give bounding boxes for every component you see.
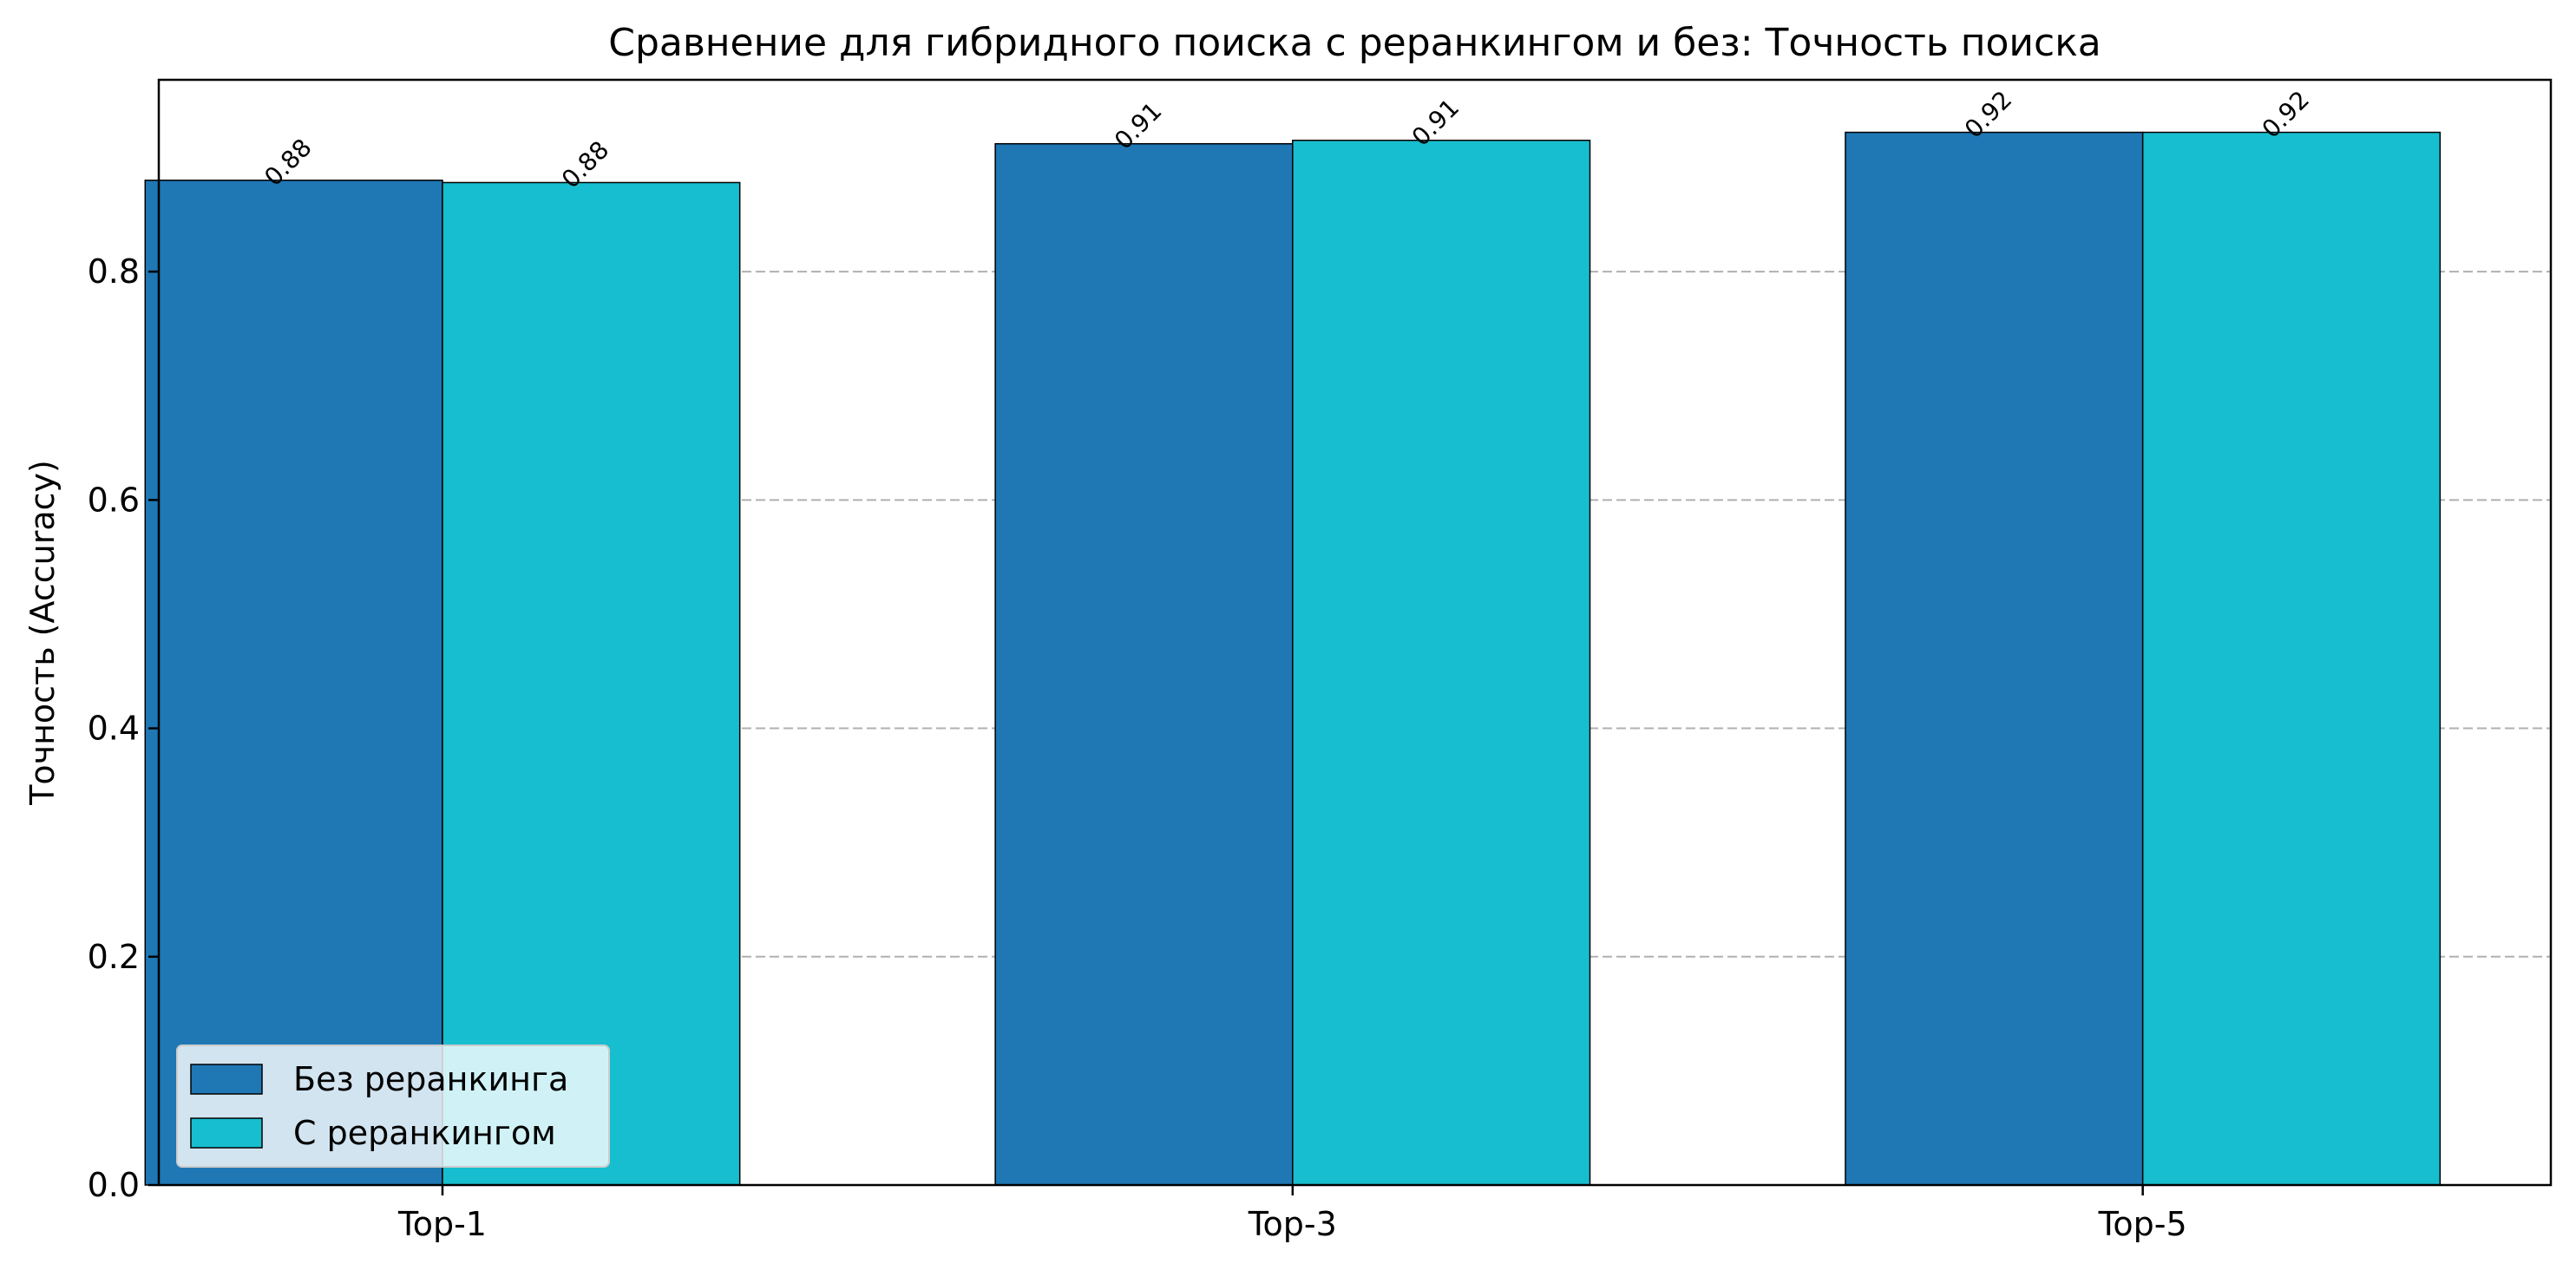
x-tick-label: Top-3 [1248, 1205, 1337, 1243]
legend-label: С реранкингом [293, 1114, 556, 1152]
y-tick-label: 0.8 [88, 252, 140, 291]
y-tick-label: 0.0 [88, 1166, 140, 1204]
y-tick-label: 0.6 [88, 481, 140, 519]
bar-top-1-series-2 [442, 181, 741, 1186]
axes: 0.0 0.2 0.4 0.6 0.8 Top-1 Top-3 Top-5 [88, 78, 2553, 1243]
bar-top-1-series-1 [144, 180, 443, 1186]
legend-box [176, 1045, 610, 1168]
legend-label: Без реранкинга [293, 1060, 568, 1098]
x-tick-label: Top-5 [2098, 1205, 2187, 1243]
y-tick-label: 0.4 [88, 710, 140, 748]
bar-top-5-series-1 [1845, 131, 2144, 1186]
y-axis-label: Точность (Accuracy) [23, 460, 62, 806]
bar-top-5-series-2 [2141, 131, 2442, 1186]
bars [144, 131, 2442, 1186]
legend-swatch [190, 1117, 263, 1149]
y-tick-label: 0.2 [88, 938, 140, 976]
legend-swatch [190, 1064, 263, 1095]
bar-top-3-series-1 [994, 142, 1294, 1186]
plot-frame [157, 78, 2553, 1187]
bar-top-3-series-2 [1292, 140, 1591, 1186]
legend: Без реранкинга С реранкингом [176, 1045, 610, 1168]
x-tick-label: Top-1 [397, 1205, 487, 1243]
chart-title: Сравнение для гибридного поиска с реранк… [608, 21, 2101, 65]
